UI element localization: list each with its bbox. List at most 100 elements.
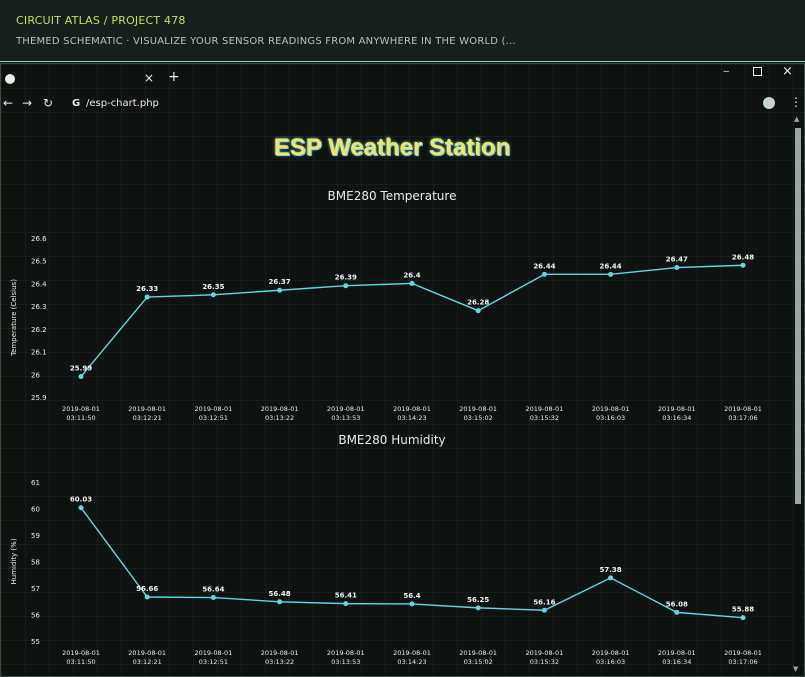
x-tick-label: 2019-08-01 03:11:50 bbox=[62, 405, 100, 420]
y-tick-label: 26.2 bbox=[31, 326, 47, 334]
data-label: 56.16 bbox=[533, 598, 555, 606]
temperature-chart: BME280 Temperature Temperature (Celsius) 2… bbox=[1, 184, 793, 420]
data-label: 57.38 bbox=[600, 566, 622, 574]
tab-close-icon[interactable]: × bbox=[144, 71, 155, 85]
new-tab-icon[interactable]: + bbox=[168, 69, 180, 85]
data-label: 26.28 bbox=[467, 299, 489, 307]
page-title: ESP Weather Station bbox=[273, 134, 511, 161]
address-bar: ← → ↻ G /esp-chart.php ⋮ bbox=[1, 92, 804, 118]
data-point[interactable] bbox=[409, 601, 415, 607]
data-point[interactable] bbox=[277, 287, 283, 293]
data-point[interactable] bbox=[674, 609, 680, 615]
data-point[interactable] bbox=[277, 599, 283, 605]
chart-title: BME280 Humidity bbox=[338, 433, 445, 447]
data-label: 26.47 bbox=[666, 256, 688, 264]
data-point[interactable] bbox=[409, 280, 415, 286]
x-tick-label: 2019-08-01 03:13:53 bbox=[327, 405, 365, 420]
data-label: 56.4 bbox=[403, 592, 420, 600]
tab-strip: × + ‒ × bbox=[1, 64, 804, 92]
y-tick-label: 56 bbox=[31, 612, 40, 620]
series-line bbox=[80, 507, 744, 619]
data-label: 56.48 bbox=[269, 590, 291, 598]
data-label: 26.33 bbox=[136, 285, 158, 293]
chart-svg: BME280 Humidity Humidity (%) 55 56 57 58 59 60 6… bbox=[10, 433, 762, 664]
data-point[interactable] bbox=[740, 615, 746, 621]
x-tick-label: 2019-08-01 03:17:06 bbox=[724, 649, 762, 664]
x-tick-label: 2019-08-01 03:12:21 bbox=[128, 649, 166, 664]
data-point[interactable] bbox=[144, 594, 150, 600]
data-point[interactable] bbox=[608, 271, 614, 277]
data-label: 56.25 bbox=[467, 596, 489, 604]
site-header: CIRCUIT ATLAS / PROJECT 478 THEMED SCHEM… bbox=[0, 0, 805, 62]
x-tick-label: 2019-08-01 03:15:32 bbox=[526, 405, 564, 420]
y-tick-label: 59 bbox=[31, 532, 40, 540]
x-tick-label: 2019-08-01 03:12:21 bbox=[128, 405, 166, 420]
data-label: 26.35 bbox=[202, 283, 224, 291]
data-label: 26.44 bbox=[600, 262, 622, 270]
tab-favicon-icon bbox=[5, 74, 15, 84]
x-tick-label: 2019-08-01 03:16:34 bbox=[658, 405, 696, 420]
data-point[interactable] bbox=[608, 575, 614, 581]
data-label: 60.03 bbox=[70, 496, 92, 504]
data-point[interactable] bbox=[210, 595, 216, 601]
data-label: 56.66 bbox=[136, 585, 158, 593]
scroll-up-icon[interactable]: ▲ bbox=[794, 115, 800, 123]
header-subtitle: THEMED SCHEMATIC · VISUALIZE YOUR SENSOR… bbox=[16, 36, 516, 47]
data-label: 26.4 bbox=[403, 271, 420, 279]
data-label: 26.37 bbox=[269, 278, 291, 286]
data-label: 55.88 bbox=[732, 606, 754, 614]
x-tick-label: 2019-08-01 03:11:50 bbox=[62, 649, 100, 664]
data-point[interactable] bbox=[78, 505, 84, 511]
y-tick-label: 26.6 bbox=[31, 235, 47, 243]
y-tick-label: 25.9 bbox=[31, 394, 47, 402]
forward-icon[interactable]: → bbox=[22, 96, 33, 110]
x-tick-label: 2019-08-01 03:16:34 bbox=[658, 649, 696, 664]
breadcrumb[interactable]: CIRCUIT ATLAS / PROJECT 478 bbox=[16, 14, 186, 27]
y-axis-label: Temperature (Celsius) bbox=[10, 279, 18, 357]
minimize-icon[interactable]: ‒ bbox=[723, 66, 730, 77]
data-label: 26.48 bbox=[732, 253, 754, 261]
y-tick-label: 61 bbox=[31, 479, 40, 487]
reload-icon[interactable]: ↻ bbox=[43, 96, 54, 110]
menu-icon[interactable]: ⋮ bbox=[790, 95, 802, 109]
data-label: 56.08 bbox=[666, 600, 688, 608]
x-tick-label: 2019-08-01 03:17:06 bbox=[724, 405, 762, 420]
data-point[interactable] bbox=[144, 294, 150, 300]
y-tick-label: 58 bbox=[31, 559, 40, 567]
data-label: 25.99 bbox=[70, 365, 92, 373]
back-icon[interactable]: ← bbox=[3, 96, 14, 110]
data-point[interactable] bbox=[343, 283, 349, 289]
data-point[interactable] bbox=[210, 292, 216, 298]
humidity-chart: BME280 Humidity Humidity (%) 55 56 57 58 59 60 6… bbox=[1, 428, 793, 664]
y-tick-label: 57 bbox=[31, 585, 40, 593]
x-tick-label: 2019-08-01 03:12:51 bbox=[195, 405, 233, 420]
data-point[interactable] bbox=[475, 605, 481, 611]
chart-svg: BME280 Temperature Temperature (Celsius) 2… bbox=[10, 189, 762, 420]
browser-window: × + ‒ × ← → ↻ G /esp-chart.php ⋮ ESP Wea… bbox=[0, 63, 805, 677]
x-tick-label: 2019-08-01 03:12:51 bbox=[195, 649, 233, 664]
data-point[interactable] bbox=[740, 262, 746, 268]
scroll-down-icon[interactable]: ▼ bbox=[793, 665, 799, 673]
x-tick-label: 2019-08-01 03:15:02 bbox=[459, 405, 497, 420]
data-point[interactable] bbox=[78, 374, 84, 380]
url-field[interactable]: /esp-chart.php bbox=[86, 98, 159, 109]
scrollbar-thumb[interactable] bbox=[795, 128, 801, 504]
x-tick-label: 2019-08-01 03:13:22 bbox=[261, 649, 299, 664]
x-tick-label: 2019-08-01 03:16:03 bbox=[592, 405, 630, 420]
data-label: 26.44 bbox=[533, 262, 555, 270]
y-tick-label: 26.4 bbox=[31, 280, 47, 288]
data-point[interactable] bbox=[674, 265, 680, 271]
y-tick-label: 26.3 bbox=[31, 303, 47, 311]
x-tick-label: 2019-08-01 03:16:03 bbox=[592, 649, 630, 664]
data-point[interactable] bbox=[541, 271, 547, 277]
y-tick-label: 26.1 bbox=[31, 349, 47, 357]
x-tick-label: 2019-08-01 03:14:23 bbox=[393, 649, 431, 664]
data-point[interactable] bbox=[541, 607, 547, 613]
window-close-icon[interactable]: × bbox=[782, 64, 793, 79]
chart-title: BME280 Temperature bbox=[328, 189, 457, 203]
scrollbar[interactable] bbox=[794, 122, 802, 674]
data-point[interactable] bbox=[475, 308, 481, 314]
data-point[interactable] bbox=[343, 601, 349, 607]
extension-icon[interactable] bbox=[763, 97, 775, 109]
maximize-icon[interactable] bbox=[753, 67, 762, 76]
